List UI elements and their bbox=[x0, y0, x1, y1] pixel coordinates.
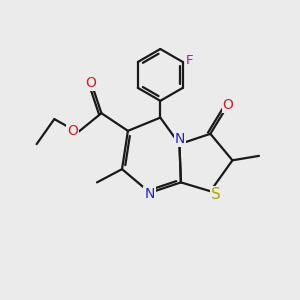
Text: O: O bbox=[85, 76, 96, 90]
Text: F: F bbox=[185, 54, 193, 67]
Text: N: N bbox=[144, 187, 154, 201]
Text: O: O bbox=[67, 124, 78, 138]
Text: S: S bbox=[211, 187, 220, 202]
Text: N: N bbox=[175, 132, 185, 146]
Text: O: O bbox=[223, 98, 233, 112]
